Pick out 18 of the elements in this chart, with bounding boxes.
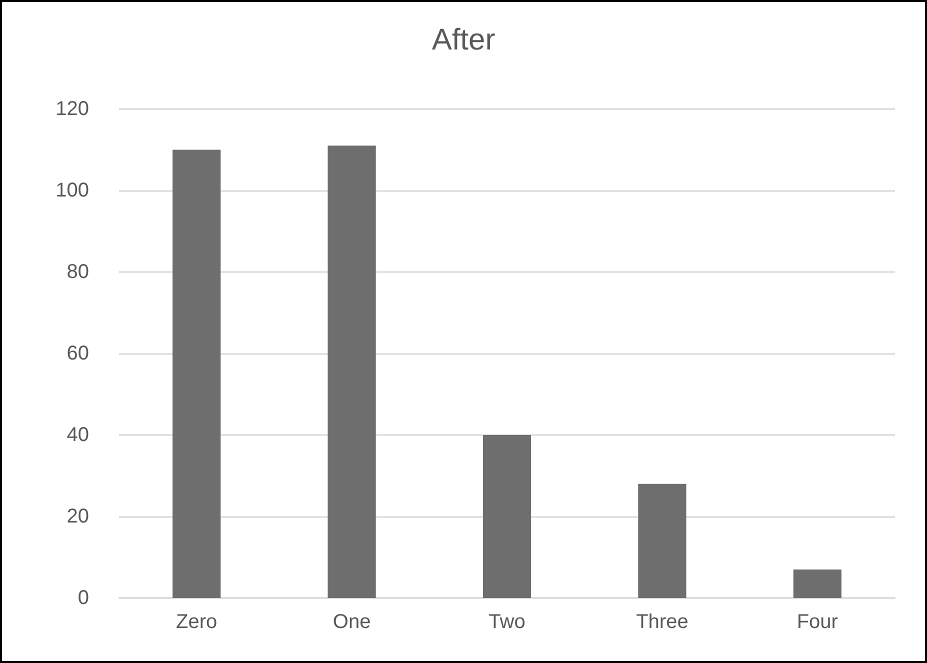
y-tick-label: 60 [66,342,89,364]
x-tick-label: Three [636,611,688,633]
bar [328,146,376,598]
bar [172,150,221,598]
y-tick-label: 40 [66,424,89,446]
bar [482,435,532,598]
bar [638,484,686,598]
x-tick-label: Two [488,611,526,633]
y-tick-label: 80 [66,261,89,283]
y-tick-label: 100 [56,180,89,202]
x-tick-label: Zero [176,611,218,633]
x-tick-label: One [332,611,371,633]
y-tick-label: 120 [56,98,89,120]
x-tick-label: Four [796,611,838,633]
y-tick-label: 20 [66,506,89,528]
y-tick-label: 0 [78,587,89,609]
bar [793,569,842,598]
chart-title: After [432,24,496,56]
